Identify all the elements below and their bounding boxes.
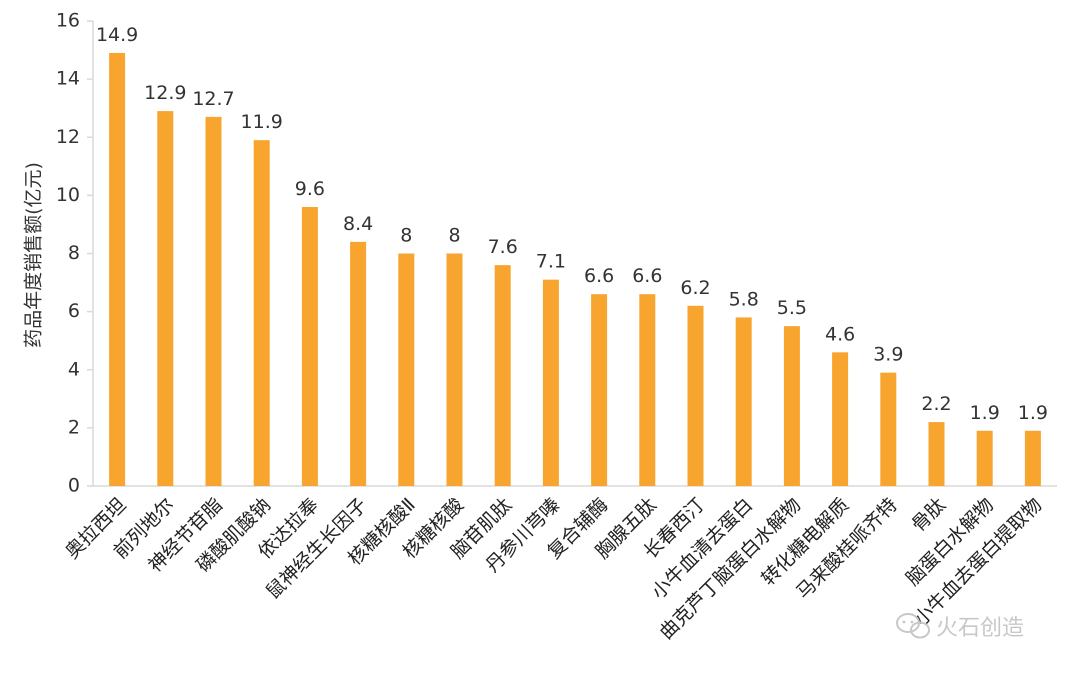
data-label: 5.8 [729, 288, 759, 310]
y-tick-label: 0 [68, 475, 80, 497]
bar [687, 305, 704, 486]
bar [976, 430, 993, 486]
bar [446, 253, 463, 486]
category-label: 骨肽 [907, 494, 949, 536]
y-tick-label: 6 [68, 300, 80, 322]
bar [157, 111, 174, 486]
bar [783, 326, 800, 486]
data-label: 14.9 [96, 24, 138, 46]
bar [301, 207, 318, 486]
data-label: 3.9 [873, 344, 903, 366]
data-label: 12.7 [192, 88, 234, 110]
bar [205, 116, 222, 486]
data-label: 6.2 [680, 277, 710, 299]
bar [398, 253, 415, 486]
data-label: 8 [400, 225, 412, 247]
y-tick-label: 12 [56, 126, 80, 148]
bar [639, 294, 656, 486]
y-tick-label: 10 [56, 184, 80, 206]
category-labels: 奥拉西坦前列地尔神经节苷脂磷酸肌酸钠依达拉奉鼠神经生长因子核糖核酸Ⅱ核糖核酸脑苷… [61, 494, 1046, 644]
bar [928, 422, 945, 486]
bar [1024, 430, 1041, 486]
watermark-text: 火石创造 [936, 616, 1024, 641]
bar [494, 265, 511, 486]
bar [832, 352, 849, 486]
data-label: 7.6 [488, 236, 518, 258]
value-labels: 14.9 12.9 12.7 11.9 9.6 8.4 8 8 7.6 7.1 6.6 6.6 6.2 5… [96, 24, 1048, 424]
data-label: 11.9 [241, 111, 283, 133]
data-label: 7.1 [536, 251, 566, 273]
y-axis-label: 药品年度销售额(亿元) [23, 162, 45, 348]
data-label: 12.9 [144, 82, 186, 104]
data-label: 2.2 [921, 393, 951, 415]
y-tick-label: 2 [68, 416, 80, 438]
data-label: 6.6 [632, 265, 662, 287]
bars [109, 52, 1041, 486]
bar [880, 372, 897, 486]
y-tick-label: 16 [56, 10, 80, 32]
y-tick-label: 14 [56, 68, 80, 90]
data-label: 4.6 [825, 323, 855, 345]
data-label: 1.9 [1018, 402, 1048, 424]
bar [735, 317, 752, 486]
bar [253, 140, 270, 486]
data-label: 9.6 [295, 178, 325, 200]
data-label: 8 [448, 225, 460, 247]
axes: 0 2 4 6 8 10 12 14 16 [56, 10, 1057, 497]
bar [591, 294, 608, 486]
data-label: 6.6 [584, 265, 614, 287]
bar [542, 279, 559, 486]
wechat-icon [896, 613, 930, 639]
data-label: 8.4 [343, 213, 373, 235]
y-tick-label: 4 [68, 358, 80, 380]
data-label: 1.9 [970, 402, 1000, 424]
watermark: 火石创造 [896, 613, 1024, 641]
bar [109, 52, 126, 486]
bar [350, 241, 367, 486]
y-tick-label: 8 [68, 242, 80, 264]
data-label: 5.5 [777, 297, 807, 319]
